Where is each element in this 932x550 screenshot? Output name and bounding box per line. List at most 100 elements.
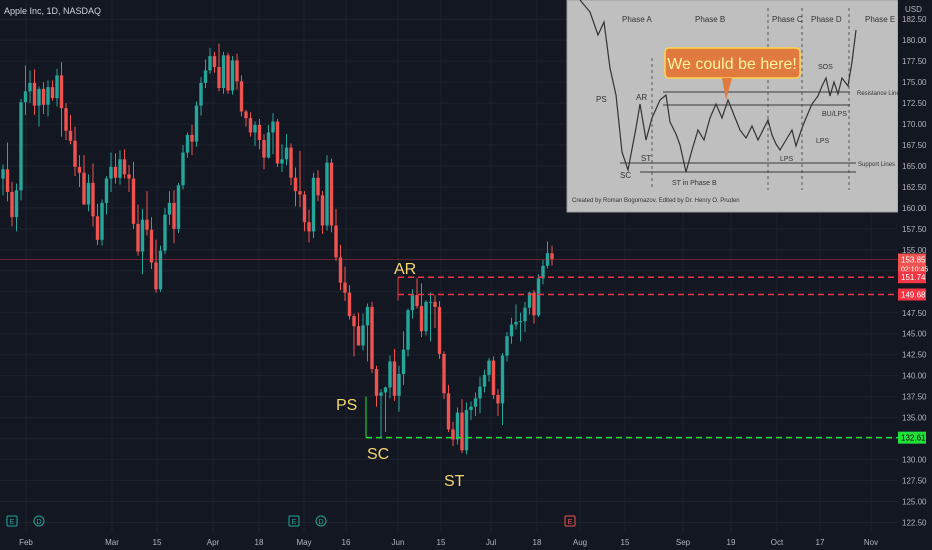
candle-body — [248, 118, 253, 133]
price-tick-label: 137.50 — [902, 393, 927, 402]
inset-label-ps: PS — [596, 95, 607, 104]
time-tick-label: Apr — [207, 538, 220, 547]
inset-label-lps-2: LPS — [816, 138, 830, 145]
inset-label-lps-1: LPS — [780, 156, 794, 163]
earnings-icon — [564, 515, 576, 527]
support-tag-bg — [898, 431, 926, 444]
candle-body — [316, 177, 320, 196]
resistance-high-tag-text: 151.74 — [901, 273, 926, 282]
candle-body — [176, 185, 181, 229]
time-tick-label: 18 — [255, 538, 264, 547]
candle-body — [226, 55, 230, 91]
candle-body — [14, 190, 19, 218]
candle-body — [536, 278, 541, 316]
candle-body — [244, 111, 248, 119]
currency-label: USD — [905, 5, 922, 14]
price-tick-label: 127.50 — [902, 477, 927, 486]
candle-body — [388, 361, 392, 388]
price-tick-label: 142.50 — [902, 351, 927, 360]
candle-body — [397, 374, 401, 396]
candle-body — [163, 214, 167, 251]
candle-body — [478, 386, 482, 399]
candle-body — [401, 349, 406, 374]
time-tick-label: Mar — [105, 538, 119, 547]
candle-body — [280, 159, 284, 164]
candle-body — [50, 87, 55, 99]
resistance-low-tag-text: 149.68 — [901, 290, 926, 299]
event-marker[interactable]: E — [288, 515, 300, 527]
time-tick-label: Sep — [676, 538, 691, 547]
candle-body — [19, 102, 23, 191]
event-marker-label: E — [292, 519, 297, 526]
candle-body — [262, 140, 266, 158]
candle-body — [469, 406, 473, 411]
candle-series — [1, 43, 554, 455]
candle-body — [379, 392, 383, 396]
candle-body — [95, 216, 100, 240]
candle-body — [217, 67, 221, 88]
candle-body — [500, 355, 505, 404]
candle-body — [181, 152, 185, 186]
candle-body — [253, 124, 257, 133]
time-tick-label: Oct — [771, 538, 784, 547]
event-marker[interactable]: E — [564, 515, 576, 527]
candle-body — [235, 60, 239, 82]
candle-body — [73, 140, 77, 167]
candle-body — [460, 412, 464, 451]
price-tick-label: 182.50 — [902, 15, 927, 24]
candle-body — [293, 177, 298, 192]
candle-body — [127, 174, 131, 179]
candle-body — [532, 292, 536, 316]
candle-body — [230, 60, 235, 91]
inset-phase-d: Phase D — [811, 15, 842, 24]
event-marker[interactable]: D — [315, 515, 327, 527]
candle-body — [91, 182, 95, 217]
inset-label-st: ST — [641, 154, 651, 163]
candle-body — [446, 393, 451, 430]
candle-body — [64, 108, 68, 131]
annotation-st: ST — [444, 473, 465, 490]
price-tick-label: 145.00 — [902, 330, 927, 339]
candle-body — [23, 91, 28, 103]
candle-body — [145, 219, 149, 230]
candle-body — [428, 301, 433, 303]
inset-resistance-label: Resistance Lines — [857, 91, 903, 97]
price-tick-label: 122.50 — [902, 518, 927, 527]
candle-body — [104, 178, 109, 203]
candle-body — [437, 306, 442, 354]
time-tick-label: 18 — [533, 538, 542, 547]
time-tick-label: 15 — [153, 538, 162, 547]
candle-body — [433, 301, 437, 307]
price-tick-label: 172.50 — [902, 99, 927, 108]
candle-body — [424, 301, 428, 332]
candle-body — [68, 130, 73, 141]
price-tick-label: 147.50 — [902, 309, 927, 318]
candle-body — [370, 306, 374, 369]
event-marker[interactable]: E — [6, 515, 18, 527]
candle-body — [203, 70, 208, 83]
inset-label-st-phase-b: ST in Phase B — [672, 180, 717, 187]
candle-body — [59, 75, 64, 109]
annotation-sc: SC — [367, 446, 389, 463]
time-tick-label: 17 — [816, 538, 825, 547]
inset-label-sos: SOS — [818, 64, 833, 71]
price-tick-label: 157.50 — [902, 225, 927, 234]
candle-body — [149, 229, 154, 263]
candle-body — [194, 105, 199, 142]
candle-body — [496, 394, 500, 404]
candle-body — [442, 353, 446, 394]
candle-body — [464, 410, 469, 451]
candle-body — [482, 374, 487, 387]
inset-phase-c: Phase C — [772, 15, 803, 24]
candle-body — [221, 55, 226, 88]
candle-body — [32, 82, 37, 106]
event-marker[interactable]: D — [33, 515, 45, 527]
earnings-icon — [6, 515, 18, 527]
earnings-icon — [288, 515, 300, 527]
candle-body — [46, 87, 50, 105]
time-axis[interactable]: Feb Mar 15 Apr 18 May 16 Jun 15 Jul 18 Aug 15 Sep 19 Oc… — [19, 538, 878, 547]
time-tick-label: Nov — [864, 538, 878, 547]
candle-body — [212, 56, 217, 68]
